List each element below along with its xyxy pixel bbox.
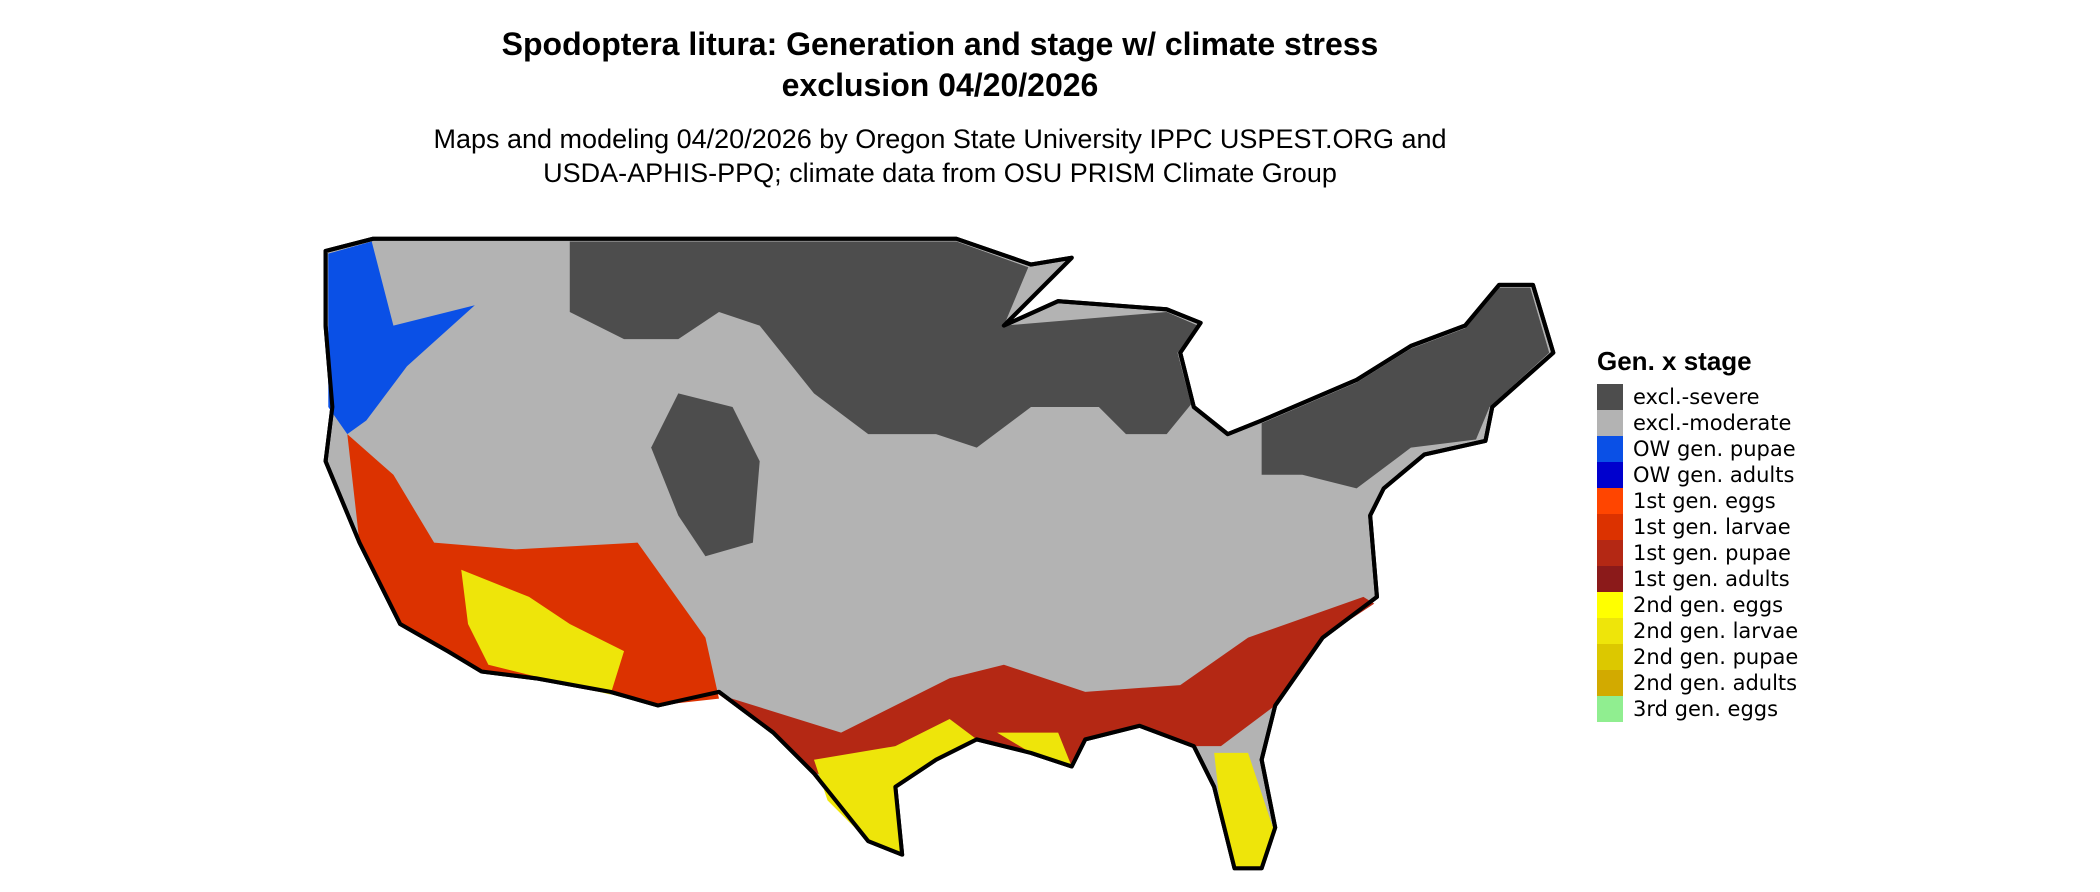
legend-swatch <box>1597 592 1623 618</box>
legend-label: 1st gen. adults <box>1633 567 1790 591</box>
legend-swatch <box>1597 410 1623 436</box>
legend-title: Gen. x stage <box>1597 346 1752 376</box>
blue-coast <box>328 241 475 435</box>
severe-north <box>569 241 1198 448</box>
legend-label: excl.-severe <box>1633 385 1760 409</box>
yellow-west <box>461 569 625 695</box>
legend-label: OW gen. adults <box>1633 463 1794 487</box>
legend-swatch <box>1597 670 1623 696</box>
legend-label: 2nd gen. adults <box>1633 671 1797 695</box>
subtitle: Maps and modeling 04/20/2026 by Oregon S… <box>433 124 1447 188</box>
severe-rockies <box>651 393 760 557</box>
legend-label: 2nd gen. eggs <box>1633 593 1783 617</box>
legend-swatch <box>1597 644 1623 670</box>
legend-label: 1st gen. eggs <box>1633 489 1776 513</box>
legend-swatch <box>1597 618 1623 644</box>
legend-swatch <box>1597 696 1623 722</box>
legend-label: 1st gen. larvae <box>1633 515 1791 539</box>
legend-label: 1st gen. pupae <box>1633 541 1791 565</box>
legend-swatch <box>1597 514 1623 540</box>
severe-northeast <box>1261 287 1550 489</box>
yellow-florida <box>1214 752 1276 869</box>
legend-swatch <box>1597 566 1623 592</box>
legend-swatch <box>1597 436 1623 462</box>
legend-swatch <box>1597 540 1623 566</box>
legend-label: OW gen. pupae <box>1633 437 1796 461</box>
red-gulf <box>718 596 1375 787</box>
red-west <box>347 434 719 706</box>
us-border <box>323 236 1556 871</box>
legend-swatch <box>1597 488 1623 514</box>
legend-label: 2nd gen. larvae <box>1633 619 1798 643</box>
legend-label: 3rd gen. eggs <box>1633 697 1778 721</box>
yellow-louisiana <box>997 732 1072 767</box>
legend-swatch <box>1597 384 1623 410</box>
legend-swatch <box>1597 462 1623 488</box>
title: Spodoptera litura: Generation and stage … <box>501 26 1379 103</box>
legend-label: 2nd gen. pupae <box>1633 645 1798 669</box>
legend-label: excl.-moderate <box>1633 411 1791 435</box>
